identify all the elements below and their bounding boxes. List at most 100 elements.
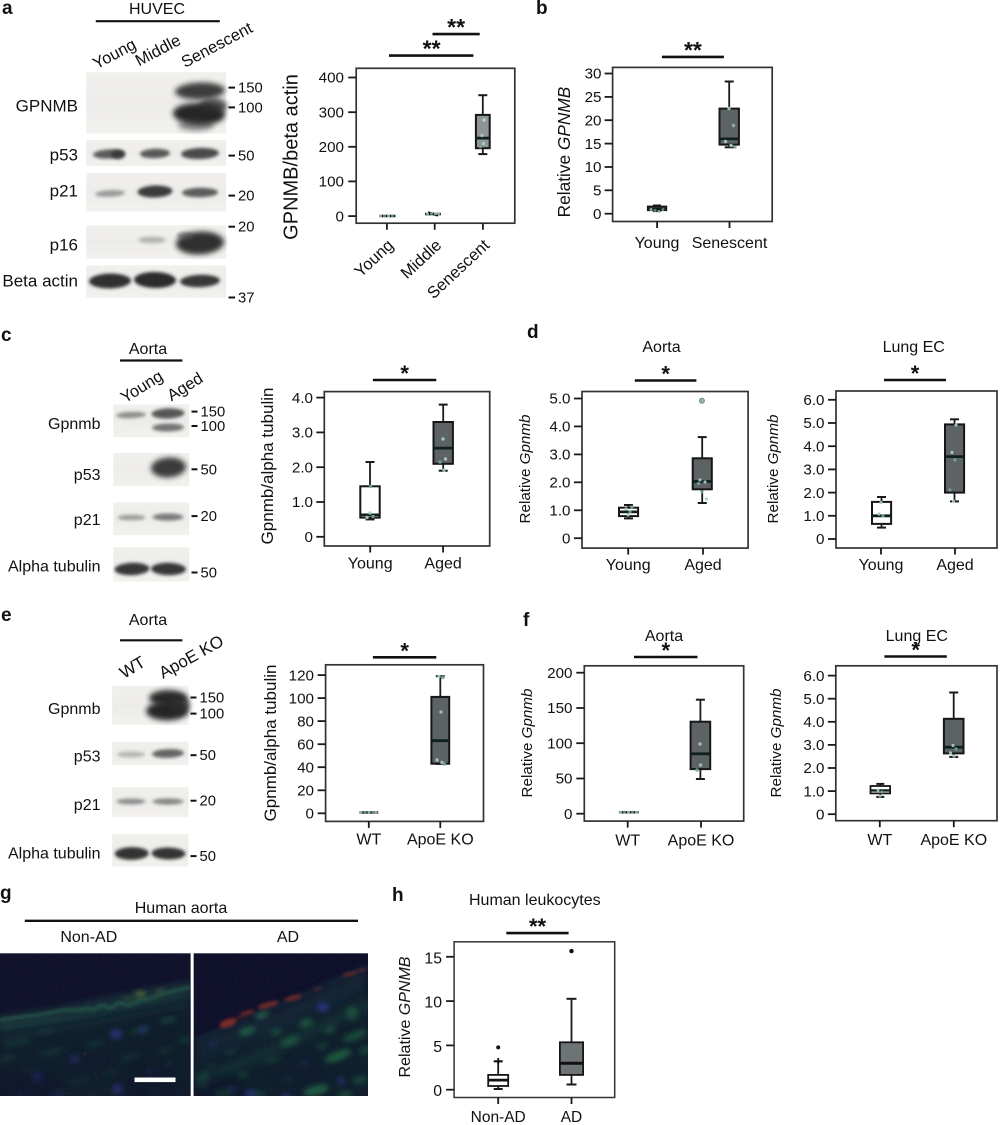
svg-text:0: 0 bbox=[306, 806, 314, 823]
svg-text:Non-AD: Non-AD bbox=[471, 1109, 526, 1125]
svg-text:0: 0 bbox=[336, 208, 344, 225]
svg-text:2.0: 2.0 bbox=[803, 760, 824, 777]
svg-text:50: 50 bbox=[200, 849, 216, 865]
svg-text:20: 20 bbox=[238, 189, 254, 205]
svg-text:0: 0 bbox=[562, 530, 570, 547]
svg-text:Aorta: Aorta bbox=[645, 628, 683, 645]
svg-text:**: ** bbox=[423, 36, 441, 62]
svg-text:Young: Young bbox=[606, 557, 651, 574]
svg-text:6.0: 6.0 bbox=[803, 392, 824, 409]
svg-text:**: ** bbox=[529, 914, 547, 939]
svg-text:ApoE KO: ApoE KO bbox=[156, 632, 227, 683]
svg-text:Aged: Aged bbox=[424, 556, 461, 573]
svg-text:5.0: 5.0 bbox=[549, 391, 570, 408]
svg-text:0: 0 bbox=[816, 806, 824, 823]
svg-text:p21: p21 bbox=[50, 182, 78, 201]
svg-text:150: 150 bbox=[201, 405, 226, 421]
svg-text:Senescent: Senescent bbox=[178, 19, 256, 72]
svg-text:Alpha tubulin: Alpha tubulin bbox=[8, 559, 101, 576]
svg-text:h: h bbox=[392, 885, 404, 906]
svg-text:15: 15 bbox=[585, 136, 602, 153]
svg-text:GPNMB: GPNMB bbox=[16, 97, 78, 116]
svg-text:Relative GPNMB: Relative GPNMB bbox=[397, 956, 414, 1077]
svg-text:*: * bbox=[400, 638, 409, 663]
svg-text:Human aorta: Human aorta bbox=[135, 900, 228, 917]
svg-text:**: ** bbox=[447, 14, 465, 40]
svg-text:Aorta: Aorta bbox=[129, 341, 167, 358]
svg-text:Young: Young bbox=[859, 557, 904, 574]
svg-text:100: 100 bbox=[289, 690, 314, 707]
svg-text:80: 80 bbox=[297, 713, 314, 730]
svg-text:0: 0 bbox=[564, 806, 572, 823]
svg-text:100: 100 bbox=[238, 100, 263, 116]
svg-text:300: 300 bbox=[319, 104, 344, 121]
svg-text:30: 30 bbox=[585, 66, 602, 83]
svg-text:*: * bbox=[911, 361, 920, 386]
svg-text:25: 25 bbox=[585, 89, 602, 106]
svg-text:40: 40 bbox=[297, 759, 314, 776]
svg-text:p53: p53 bbox=[74, 467, 101, 484]
svg-text:3.0: 3.0 bbox=[803, 737, 824, 754]
svg-text:p21: p21 bbox=[74, 797, 101, 814]
svg-text:Aged: Aged bbox=[164, 369, 206, 405]
svg-text:Lung EC: Lung EC bbox=[883, 339, 945, 356]
svg-text:Young: Young bbox=[348, 556, 393, 573]
svg-text:4.0: 4.0 bbox=[549, 419, 570, 436]
svg-text:g: g bbox=[0, 883, 12, 904]
svg-text:Non-AD: Non-AD bbox=[60, 929, 117, 946]
svg-text:150: 150 bbox=[547, 700, 572, 717]
svg-text:*: * bbox=[662, 638, 671, 663]
svg-text:4.0: 4.0 bbox=[292, 390, 313, 407]
svg-text:120: 120 bbox=[289, 667, 314, 684]
svg-text:AD: AD bbox=[277, 929, 299, 946]
svg-text:0: 0 bbox=[305, 529, 313, 546]
svg-text:10: 10 bbox=[424, 995, 442, 1012]
svg-text:p53: p53 bbox=[74, 749, 101, 766]
svg-text:Human leukocytes: Human leukocytes bbox=[469, 892, 601, 909]
svg-text:6.0: 6.0 bbox=[803, 668, 824, 685]
svg-text:20: 20 bbox=[238, 220, 254, 236]
svg-text:ApoE KO: ApoE KO bbox=[668, 833, 735, 850]
svg-text:f: f bbox=[523, 610, 530, 631]
svg-text:20: 20 bbox=[297, 783, 314, 800]
svg-text:p16: p16 bbox=[50, 236, 78, 255]
svg-text:p53: p53 bbox=[50, 146, 78, 165]
svg-text:50: 50 bbox=[238, 149, 254, 165]
svg-text:Young: Young bbox=[118, 367, 167, 407]
svg-text:400: 400 bbox=[319, 70, 344, 87]
svg-text:Gpnmb/alpha tubulin: Gpnmb/alpha tubulin bbox=[261, 665, 280, 822]
svg-text:200: 200 bbox=[319, 139, 344, 156]
svg-text:10: 10 bbox=[585, 159, 602, 176]
svg-text:0: 0 bbox=[433, 1083, 442, 1100]
svg-text:Young: Young bbox=[635, 235, 680, 252]
svg-text:150: 150 bbox=[238, 81, 263, 97]
svg-text:Gpnmb/alpha tubulin: Gpnmb/alpha tubulin bbox=[258, 388, 277, 545]
svg-text:WT: WT bbox=[615, 833, 640, 850]
svg-text:60: 60 bbox=[297, 736, 314, 753]
svg-text:Lung EC: Lung EC bbox=[886, 628, 948, 645]
svg-text:ApoE KO: ApoE KO bbox=[407, 832, 474, 849]
svg-text:1.0: 1.0 bbox=[803, 783, 824, 800]
svg-text:**: ** bbox=[684, 37, 702, 63]
svg-text:*: * bbox=[400, 361, 409, 386]
svg-text:0: 0 bbox=[816, 531, 824, 548]
svg-text:3.0: 3.0 bbox=[549, 447, 570, 464]
svg-text:ApoE KO: ApoE KO bbox=[920, 832, 987, 849]
svg-text:Relative Gpnmb: Relative Gpnmb bbox=[517, 415, 534, 524]
svg-text:*: * bbox=[661, 362, 670, 387]
svg-text:2.0: 2.0 bbox=[549, 475, 570, 492]
svg-text:Gpnmb: Gpnmb bbox=[48, 701, 101, 718]
svg-text:Relative GPNMB: Relative GPNMB bbox=[554, 87, 574, 218]
svg-text:4.0: 4.0 bbox=[803, 714, 824, 731]
svg-text:Senescent: Senescent bbox=[692, 235, 768, 252]
svg-text:3.0: 3.0 bbox=[803, 462, 824, 479]
svg-text:1.0: 1.0 bbox=[549, 503, 570, 520]
svg-text:5: 5 bbox=[433, 1039, 442, 1056]
svg-text:Aged: Aged bbox=[936, 557, 973, 574]
svg-text:5.0: 5.0 bbox=[803, 415, 824, 432]
svg-text:*: * bbox=[911, 638, 920, 663]
svg-text:15: 15 bbox=[424, 950, 442, 967]
svg-text:Young: Young bbox=[351, 236, 397, 281]
svg-text:Beta actin: Beta actin bbox=[2, 272, 78, 291]
svg-text:5.0: 5.0 bbox=[803, 691, 824, 708]
